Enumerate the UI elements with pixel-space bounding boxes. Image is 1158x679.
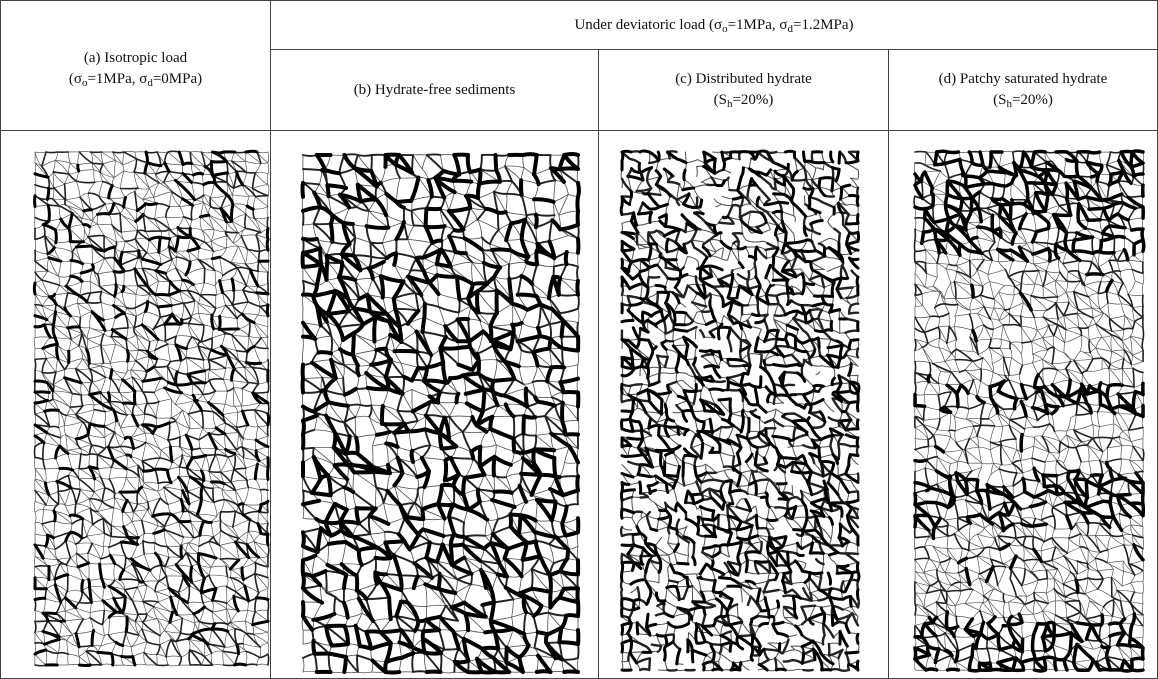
figure-table: Under deviatoric load (σo=1MPa, σd=1.2MP… xyxy=(0,0,1158,679)
force-chain xyxy=(621,151,859,670)
network-images xyxy=(0,0,1158,679)
